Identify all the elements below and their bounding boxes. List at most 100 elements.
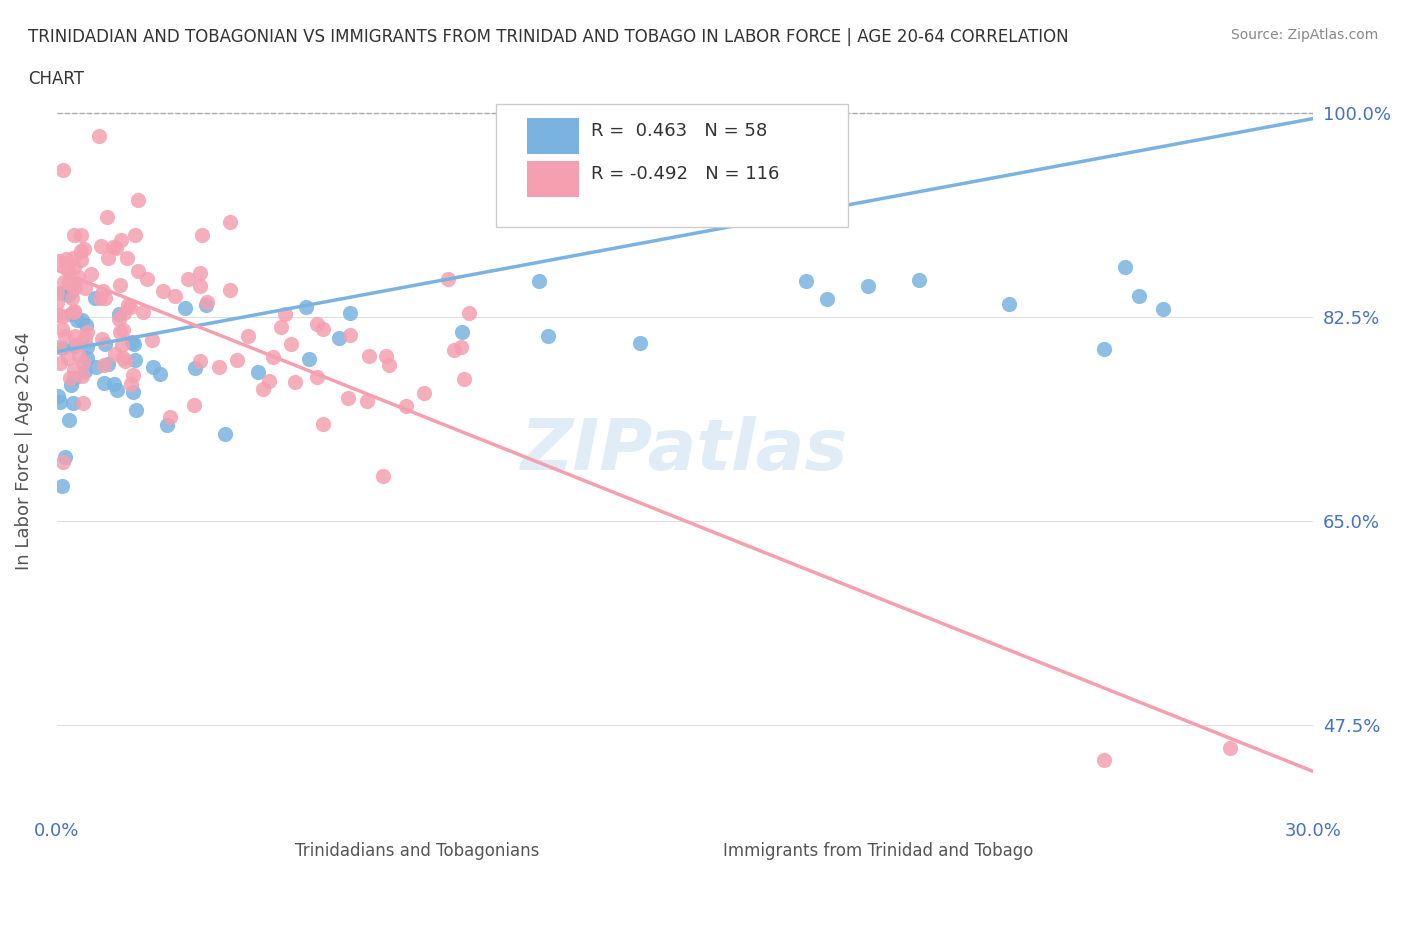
Point [284, 375, 307, 390]
Point [87, 128, 110, 143]
FancyBboxPatch shape [527, 161, 579, 197]
Point [110, 232, 132, 247]
Point [62, 395, 84, 410]
Point [111, 351, 134, 365]
Point [104, 241, 127, 256]
Point [294, 299, 316, 314]
Point [149, 367, 172, 382]
Point [371, 469, 394, 484]
Point [378, 358, 401, 373]
Point [93, 376, 115, 391]
Point [121, 335, 143, 350]
Point [152, 284, 174, 299]
Point [65, 339, 87, 353]
Point [120, 299, 142, 314]
Point [236, 328, 259, 343]
Point [84, 360, 107, 375]
Point [104, 346, 127, 361]
Point [55, 252, 77, 267]
Text: Trinidadians and Tobagonians: Trinidadians and Tobagonians [295, 842, 540, 859]
Point [75, 330, 97, 345]
Point [356, 394, 378, 409]
Point [124, 352, 146, 367]
Point [83, 291, 105, 306]
Point [159, 410, 181, 425]
Point [48, 308, 70, 323]
Point [59, 307, 82, 322]
Point [451, 325, 474, 339]
Point [56, 351, 79, 365]
FancyBboxPatch shape [658, 836, 711, 865]
Point [195, 294, 218, 309]
Point [413, 385, 436, 400]
Point [188, 353, 211, 368]
FancyBboxPatch shape [527, 117, 579, 153]
Point [122, 385, 145, 400]
Point [46, 339, 69, 354]
Point [51, 321, 73, 336]
Point [67, 349, 90, 364]
Point [280, 337, 302, 352]
Point [108, 307, 131, 322]
Point [72, 395, 94, 410]
Point [65, 329, 87, 344]
Point [53, 329, 76, 344]
Point [246, 365, 269, 379]
FancyBboxPatch shape [496, 104, 848, 227]
Point [76, 351, 98, 365]
Point [72, 368, 94, 383]
Point [359, 348, 381, 363]
Point [856, 279, 879, 294]
Point [59, 378, 82, 392]
Point [1218, 740, 1240, 755]
Text: R = -0.492   N = 116: R = -0.492 N = 116 [591, 165, 779, 183]
Point [53, 449, 76, 464]
Point [262, 350, 284, 365]
Point [794, 273, 817, 288]
Point [195, 298, 218, 312]
Point [52, 309, 75, 324]
Point [225, 352, 247, 367]
Point [1128, 289, 1150, 304]
Point [62, 363, 84, 378]
Point [70, 253, 93, 268]
Point [72, 242, 94, 257]
Point [122, 336, 145, 351]
Point [108, 277, 131, 292]
Point [48, 395, 70, 410]
Point [117, 298, 139, 312]
Point [60, 283, 83, 298]
Point [89, 291, 111, 306]
Point [125, 403, 148, 418]
Point [70, 228, 93, 243]
Point [63, 279, 86, 294]
Point [457, 305, 479, 320]
Point [49, 355, 72, 370]
Point [75, 364, 97, 379]
Point [96, 210, 118, 225]
Point [94, 291, 117, 306]
Point [141, 332, 163, 347]
Point [124, 227, 146, 242]
Point [214, 426, 236, 441]
Point [111, 338, 134, 352]
Point [527, 273, 550, 288]
Point [105, 382, 128, 397]
Point [111, 323, 134, 338]
Point [120, 377, 142, 392]
Point [437, 272, 460, 286]
Point [450, 339, 472, 354]
Point [51, 479, 73, 494]
Point [219, 215, 242, 230]
Point [56, 262, 79, 277]
Point [55, 258, 77, 272]
Point [443, 342, 465, 357]
Point [177, 272, 200, 286]
Point [274, 307, 297, 322]
Point [270, 320, 292, 335]
Point [115, 250, 138, 265]
Point [1152, 301, 1174, 316]
Y-axis label: In Labor Force | Age 20-64: In Labor Force | Age 20-64 [15, 332, 32, 570]
Point [339, 327, 361, 342]
Point [908, 273, 931, 288]
